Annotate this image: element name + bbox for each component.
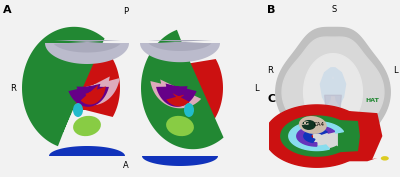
Ellipse shape bbox=[299, 116, 327, 134]
Polygon shape bbox=[304, 54, 362, 130]
Ellipse shape bbox=[353, 130, 372, 144]
Polygon shape bbox=[276, 27, 390, 157]
Polygon shape bbox=[148, 40, 212, 51]
Polygon shape bbox=[338, 120, 360, 152]
Polygon shape bbox=[80, 85, 106, 105]
Text: A: A bbox=[3, 5, 12, 15]
Text: A: A bbox=[123, 161, 129, 170]
Ellipse shape bbox=[356, 131, 367, 140]
Polygon shape bbox=[150, 79, 201, 108]
Polygon shape bbox=[325, 95, 341, 116]
Ellipse shape bbox=[299, 131, 310, 140]
Text: L: L bbox=[254, 84, 259, 93]
Polygon shape bbox=[281, 116, 352, 156]
Ellipse shape bbox=[298, 132, 301, 136]
Polygon shape bbox=[137, 156, 218, 166]
Polygon shape bbox=[331, 79, 335, 95]
Ellipse shape bbox=[302, 120, 316, 130]
Ellipse shape bbox=[357, 132, 362, 139]
Polygon shape bbox=[72, 76, 120, 105]
Polygon shape bbox=[320, 68, 333, 105]
Polygon shape bbox=[166, 93, 190, 106]
Ellipse shape bbox=[304, 132, 309, 139]
Polygon shape bbox=[45, 43, 129, 64]
Ellipse shape bbox=[365, 132, 368, 136]
Polygon shape bbox=[333, 68, 346, 105]
Polygon shape bbox=[54, 40, 121, 53]
Text: C: C bbox=[267, 94, 275, 104]
Ellipse shape bbox=[362, 136, 367, 141]
Polygon shape bbox=[49, 146, 125, 156]
Polygon shape bbox=[289, 122, 344, 151]
Polygon shape bbox=[304, 129, 327, 142]
Polygon shape bbox=[68, 84, 109, 107]
Polygon shape bbox=[265, 105, 369, 167]
Polygon shape bbox=[282, 37, 384, 147]
Text: P: P bbox=[124, 7, 128, 16]
Text: S: S bbox=[331, 5, 337, 14]
Polygon shape bbox=[156, 84, 197, 107]
Polygon shape bbox=[147, 59, 223, 137]
Text: I: I bbox=[333, 129, 335, 138]
Text: R: R bbox=[267, 66, 273, 75]
Ellipse shape bbox=[381, 156, 389, 161]
Text: R: R bbox=[10, 84, 16, 93]
Polygon shape bbox=[44, 39, 120, 117]
Text: B: B bbox=[267, 5, 276, 15]
Text: DG: DG bbox=[300, 121, 309, 126]
Text: CA4: CA4 bbox=[313, 122, 324, 127]
Polygon shape bbox=[297, 126, 335, 146]
Ellipse shape bbox=[73, 116, 101, 136]
Ellipse shape bbox=[73, 103, 83, 117]
Text: HAT: HAT bbox=[365, 98, 379, 103]
Polygon shape bbox=[347, 111, 382, 161]
Polygon shape bbox=[140, 43, 220, 62]
Polygon shape bbox=[141, 30, 224, 149]
Ellipse shape bbox=[294, 130, 313, 144]
Ellipse shape bbox=[184, 103, 194, 117]
Ellipse shape bbox=[166, 116, 194, 136]
Polygon shape bbox=[22, 27, 104, 146]
Ellipse shape bbox=[299, 136, 304, 141]
Text: L: L bbox=[393, 66, 398, 75]
